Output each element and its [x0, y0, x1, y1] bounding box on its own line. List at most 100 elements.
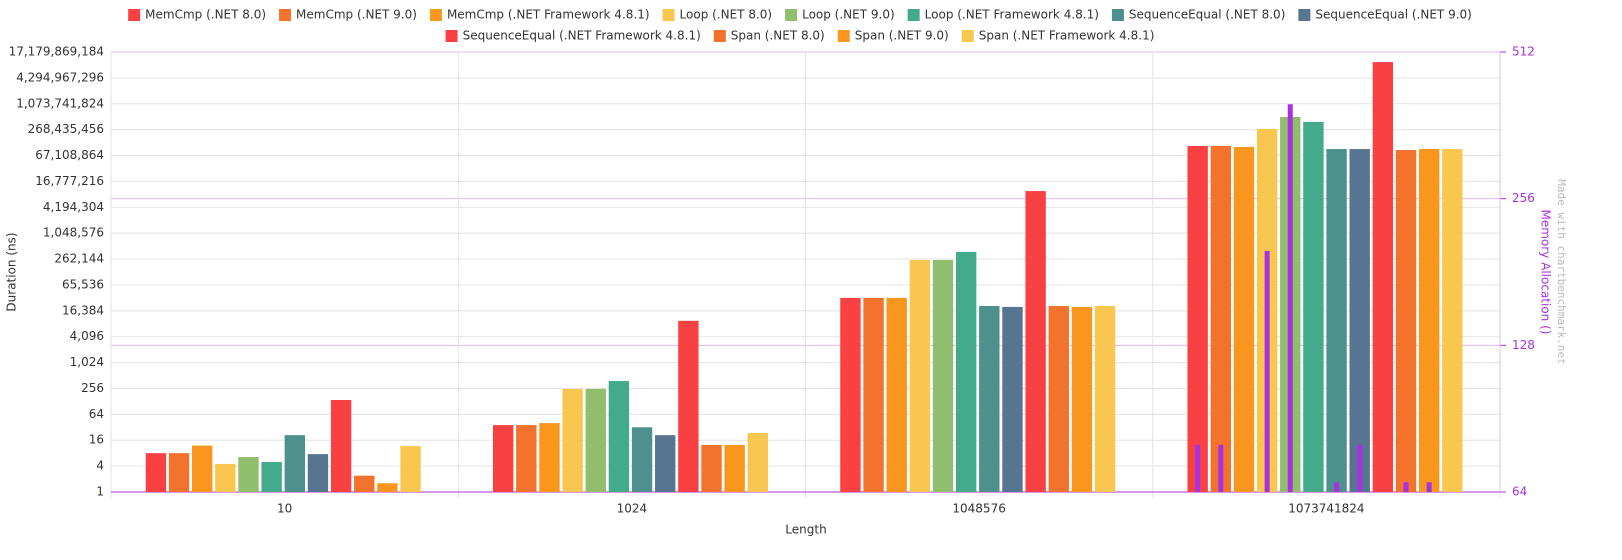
allocation-bar: [1357, 444, 1363, 492]
legend-swatch: [1298, 9, 1311, 21]
legend-swatch: [785, 9, 798, 21]
legend-item: Span (.NET 8.0): [713, 29, 825, 43]
legend-label: MemCmp (.NET Framework 4.8.1): [447, 8, 650, 22]
y-tick-label: 4,096: [70, 329, 104, 343]
legend-label: Span (.NET 9.0): [855, 29, 949, 43]
y2-tick-label: 128: [1512, 338, 1535, 352]
bar: [307, 454, 329, 492]
legend-swatch: [445, 30, 458, 42]
bar: [863, 297, 884, 492]
legend-item: Loop (.NET Framework 4.8.1): [907, 8, 1099, 22]
bar: [701, 444, 722, 492]
bar: [215, 463, 236, 492]
bar: [1210, 145, 1231, 493]
bar: [492, 425, 514, 492]
bar: [168, 453, 190, 492]
legend-label: Span (.NET Framework 4.8.1): [979, 29, 1155, 43]
y-tick-label: 4,194,304: [43, 200, 104, 214]
legend-item: SequenceEqual (.NET 9.0): [1298, 8, 1472, 22]
y-tick-label: 16,384: [62, 303, 104, 317]
allocation-bar: [1334, 482, 1340, 492]
y2-tick-label: 64: [1512, 485, 1527, 499]
bar: [1395, 150, 1417, 492]
x-tick-label: 1024: [617, 502, 648, 516]
legend-label: Span (.NET 8.0): [731, 29, 825, 43]
bar: [979, 306, 1000, 492]
bar: [955, 251, 977, 492]
y-tick-label: 16,777,216: [35, 174, 104, 188]
legend-swatch: [907, 9, 920, 21]
y-tick-label: 1: [96, 485, 104, 499]
y2-tick-label: 512: [1512, 45, 1535, 59]
legend-label: MemCmp (.NET 8.0): [145, 8, 266, 22]
bar: [1372, 62, 1394, 492]
y-tick-label: 268,435,456: [28, 122, 104, 136]
legend-swatch: [1111, 9, 1124, 21]
legend-item: SequenceEqual (.NET Framework 4.8.1): [445, 29, 701, 43]
bar: [1002, 306, 1023, 492]
y-tick-label: 1,048,576: [43, 226, 104, 240]
bar: [1094, 306, 1116, 492]
legend-label: SequenceEqual (.NET 9.0): [1315, 8, 1471, 22]
y-tick-label: 1,073,741,824: [16, 96, 104, 110]
bar: [1418, 149, 1440, 492]
allocation-bar: [1287, 104, 1293, 492]
bar: [377, 483, 398, 492]
bar: [1233, 146, 1255, 492]
y-tick-label: 1,024: [70, 355, 104, 369]
y-tick-label: 64: [89, 407, 104, 421]
bar: [516, 425, 537, 492]
legend-swatch: [128, 9, 141, 21]
y-tick-label: 16: [89, 433, 104, 447]
y2-tick-label: 256: [1512, 191, 1535, 205]
y-tick-label: 17,179,869,184: [9, 45, 104, 59]
allocation-bar: [1426, 482, 1432, 492]
bar: [608, 380, 630, 492]
bar: [192, 445, 213, 492]
bar: [145, 453, 167, 492]
x-tick-label: 1073741824: [1288, 502, 1364, 516]
bar: [886, 297, 907, 492]
y-tick-label: 256: [81, 381, 104, 395]
bar: [400, 446, 421, 492]
legend-item: Span (.NET Framework 4.8.1): [961, 29, 1155, 43]
legend-item: Loop (.NET 8.0): [662, 8, 773, 22]
bar: [585, 388, 606, 492]
legend-label: Loop (.NET 9.0): [802, 8, 895, 22]
legend-item: Loop (.NET 9.0): [785, 8, 895, 22]
legend-label: SequenceEqual (.NET 8.0): [1129, 8, 1285, 22]
legend-item: SequenceEqual (.NET 8.0): [1111, 8, 1285, 22]
bar: [724, 444, 745, 492]
legend-label: MemCmp (.NET 9.0): [296, 8, 417, 22]
y-tick-label: 262,144: [54, 252, 104, 266]
legend-swatch: [662, 9, 675, 21]
bar: [1071, 306, 1093, 492]
allocation-bar: [1264, 250, 1270, 492]
bar: [539, 423, 560, 492]
bar: [1187, 145, 1208, 493]
bar: [678, 320, 699, 492]
bar: [840, 297, 861, 492]
x-tick-label: 1048576: [952, 502, 1005, 516]
bar: [284, 435, 305, 492]
bar: [261, 461, 282, 492]
allocation-bar: [1218, 444, 1224, 492]
bar: [562, 388, 583, 492]
legend: MemCmp (.NET 8.0) MemCmp (.NET 9.0) MemCmp…: [128, 8, 1472, 43]
legend-swatch: [961, 30, 974, 42]
bar: [747, 432, 768, 492]
legend-swatch: [837, 30, 850, 42]
legend-swatch: [429, 9, 442, 21]
bar: [1303, 121, 1324, 492]
legend-label: Loop (.NET 8.0): [680, 8, 773, 22]
y-tick-label: 4: [96, 459, 104, 473]
y-tick-label: 67,108,864: [35, 148, 104, 162]
bar: [1442, 149, 1463, 492]
legend-item: MemCmp (.NET Framework 4.8.1): [429, 8, 650, 22]
bar: [655, 435, 676, 492]
y-axis-title: Duration (ns): [5, 232, 19, 311]
legend-item: MemCmp (.NET 8.0): [128, 8, 266, 22]
x-axis-title: Length: [785, 523, 826, 537]
legend-label: SequenceEqual (.NET Framework 4.8.1): [463, 29, 701, 43]
